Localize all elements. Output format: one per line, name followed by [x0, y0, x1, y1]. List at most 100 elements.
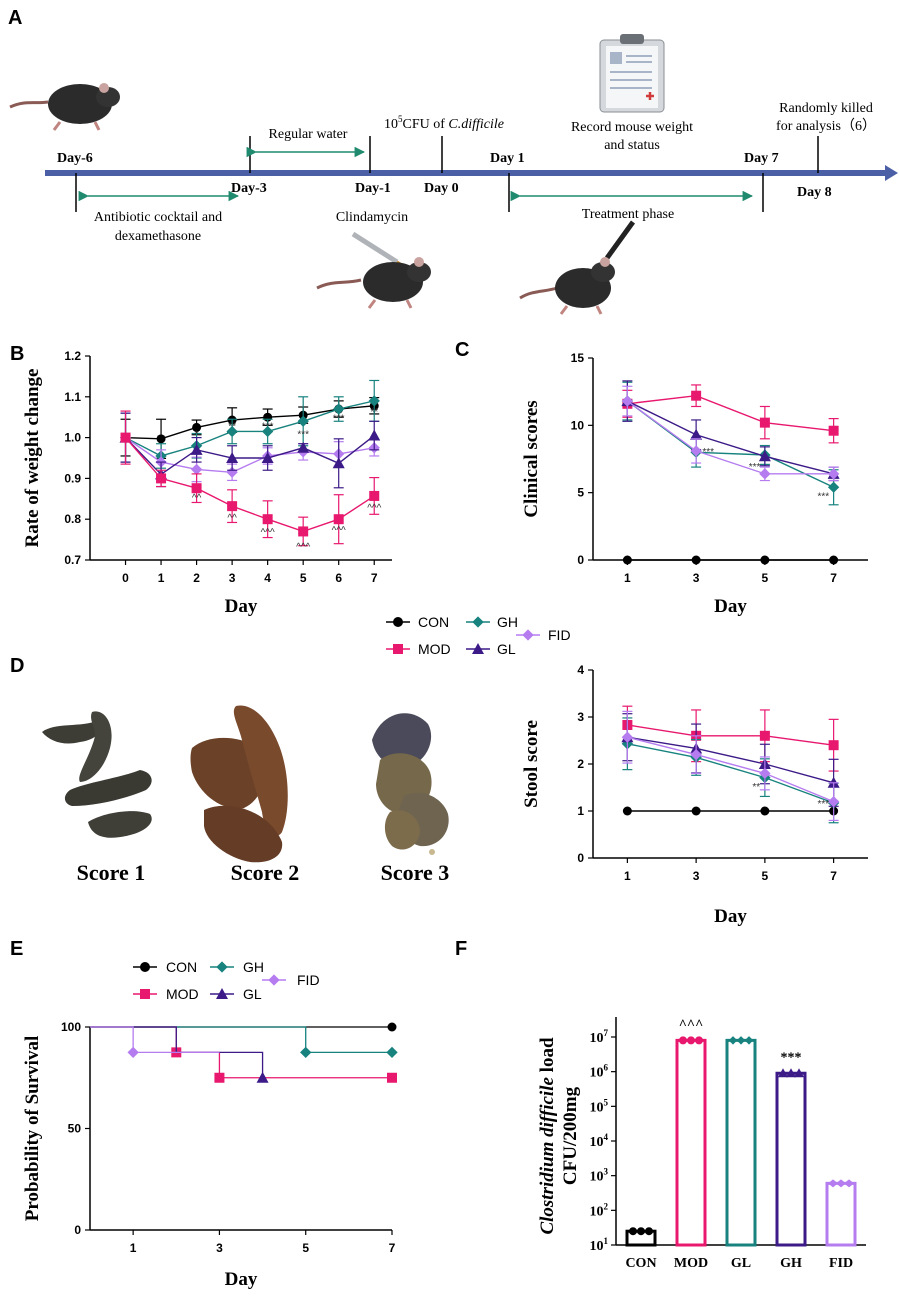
chart-weight-change: 0.7 0.8 0.9 1.0 1.1 1.2 0 1 2 3 4 5 6 7 Day Rate of wei… — [22, 349, 392, 617]
label-killed-2: for analysis（6） — [776, 118, 876, 134]
x-axis-title: Day — [225, 596, 258, 617]
svg-text:GL: GL — [497, 641, 516, 657]
x-tick-label: 1 — [624, 869, 631, 883]
data-point-gh — [827, 481, 840, 493]
y-tick-label: 4 — [577, 663, 584, 677]
survival-point-gl — [256, 1071, 269, 1083]
significance-mark: * — [195, 430, 199, 441]
data-point-gl — [297, 441, 310, 453]
svg-text:GL: GL — [243, 986, 262, 1002]
significance-mark: ^^^ — [332, 525, 346, 536]
significance-mark: *** — [297, 430, 309, 441]
legend-item-gh: GH — [466, 614, 518, 630]
data-point-fid — [690, 748, 702, 761]
y-tick-label: 50 — [68, 1122, 82, 1136]
data-point-gl — [190, 443, 203, 455]
label-record-2: and status — [604, 138, 660, 153]
significance-mark: ^^^ — [679, 1017, 703, 1032]
y-tick-label: 100 — [61, 1020, 81, 1034]
panel-letter-f: F — [455, 938, 467, 960]
x-tick-label: 0 — [122, 571, 129, 585]
data-point-mod — [759, 730, 770, 741]
y-tick-label: 0 — [577, 851, 584, 865]
data-point-fid — [621, 731, 634, 743]
chart-cdiff-load: 101 102 103 104 105 106 107 CON MOD GL GH FID ^^^ ***… — [537, 1017, 866, 1271]
significance-mark: ** — [228, 421, 236, 432]
y-tick-label: 0.9 — [64, 471, 81, 485]
data-point-mod — [227, 501, 238, 512]
legend2-item-gh: GH — [210, 959, 264, 975]
svg-text:MOD: MOD — [166, 986, 199, 1002]
x-tick-label: GL — [731, 1256, 751, 1271]
label-score-3: Score 3 — [381, 860, 450, 885]
data-point-con — [622, 806, 632, 816]
data-point-mod — [333, 514, 344, 525]
x-tick-label: 7 — [830, 571, 837, 585]
chart-survival: 0 50 100 1 3 5 7 Day Probability of Survival — [22, 1020, 398, 1290]
bar-point-gh — [794, 1068, 804, 1078]
x-tick-label: MOD — [674, 1256, 708, 1271]
label-day-0: Day 0 — [424, 181, 459, 196]
panel-letter-b: B — [10, 343, 24, 365]
legend-item-con: CON — [386, 614, 449, 630]
data-point-gl — [226, 452, 239, 463]
legend2-item-con: CON — [133, 959, 197, 975]
significance-mark: *** — [333, 413, 345, 424]
y-tick-label: 105 — [590, 1097, 609, 1115]
data-point-mod — [691, 390, 702, 401]
y-tick-label: 15 — [571, 351, 585, 365]
series-line-gl — [627, 736, 834, 784]
y-tick-label: 107 — [590, 1028, 609, 1046]
data-point-gl — [368, 429, 381, 441]
label-day-7: Day 7 — [744, 151, 779, 166]
x-tick-label: 2 — [193, 571, 200, 585]
data-point-fid — [827, 795, 840, 808]
clipboard-icon — [599, 34, 665, 113]
x-tick-label: 7 — [830, 869, 837, 883]
data-point-mod — [828, 740, 839, 751]
significance-mark: ^^^ — [367, 503, 381, 514]
data-point-gl — [758, 450, 771, 462]
x-tick-label: 6 — [335, 571, 342, 585]
survival-point-mod — [387, 1072, 397, 1083]
significance-mark: ** — [370, 407, 378, 418]
panel-letter-e: E — [10, 938, 23, 960]
stool-sample-score-3 — [372, 713, 449, 855]
significance-mark: ^^ — [227, 513, 237, 524]
svg-text:FID: FID — [548, 627, 571, 643]
data-point-mod — [369, 490, 380, 501]
label-day-1: Day 1 — [490, 151, 525, 166]
label-clindamycin: Clindamycin — [336, 210, 408, 225]
bar-point-gl — [744, 1036, 754, 1045]
data-point-gh — [333, 403, 345, 415]
label-score-2: Score 2 — [231, 860, 300, 885]
series-line-gl — [125, 435, 375, 476]
data-point-con — [691, 806, 701, 816]
label-antibiotic-2: dexamethasone — [115, 229, 201, 244]
chart-clinical-scores: 0 5 10 15 1 3 5 7 Day Clinical scores *** *** *** — [521, 351, 868, 617]
data-point-mod — [156, 473, 167, 484]
data-point-mod — [298, 526, 309, 537]
x-tick-label: 1 — [158, 571, 165, 585]
x-tick-label: 1 — [624, 571, 631, 585]
data-point-gh — [226, 425, 238, 438]
y-tick-label: 106 — [590, 1063, 609, 1081]
series-line-fid — [626, 400, 834, 475]
x-axis-title: Day — [714, 906, 747, 927]
bar-gl — [725, 1038, 757, 1247]
y-tick-label: 2 — [577, 757, 584, 771]
data-point-con — [622, 555, 632, 565]
y-tick-label: 0 — [577, 553, 584, 567]
survival-point-fid — [127, 1046, 139, 1059]
data-point-gl — [332, 457, 345, 469]
svg-text:CON: CON — [418, 614, 449, 630]
data-point-gl — [261, 452, 274, 463]
x-tick-label: 3 — [693, 869, 700, 883]
y-tick-label: 1 — [577, 804, 584, 818]
y-tick-label: 5 — [577, 486, 584, 500]
svg-text:GH: GH — [497, 614, 518, 630]
label-day-minus-6: Day-6 — [57, 151, 93, 166]
y-tick-label: 102 — [590, 1201, 609, 1219]
data-point-con — [760, 555, 770, 565]
